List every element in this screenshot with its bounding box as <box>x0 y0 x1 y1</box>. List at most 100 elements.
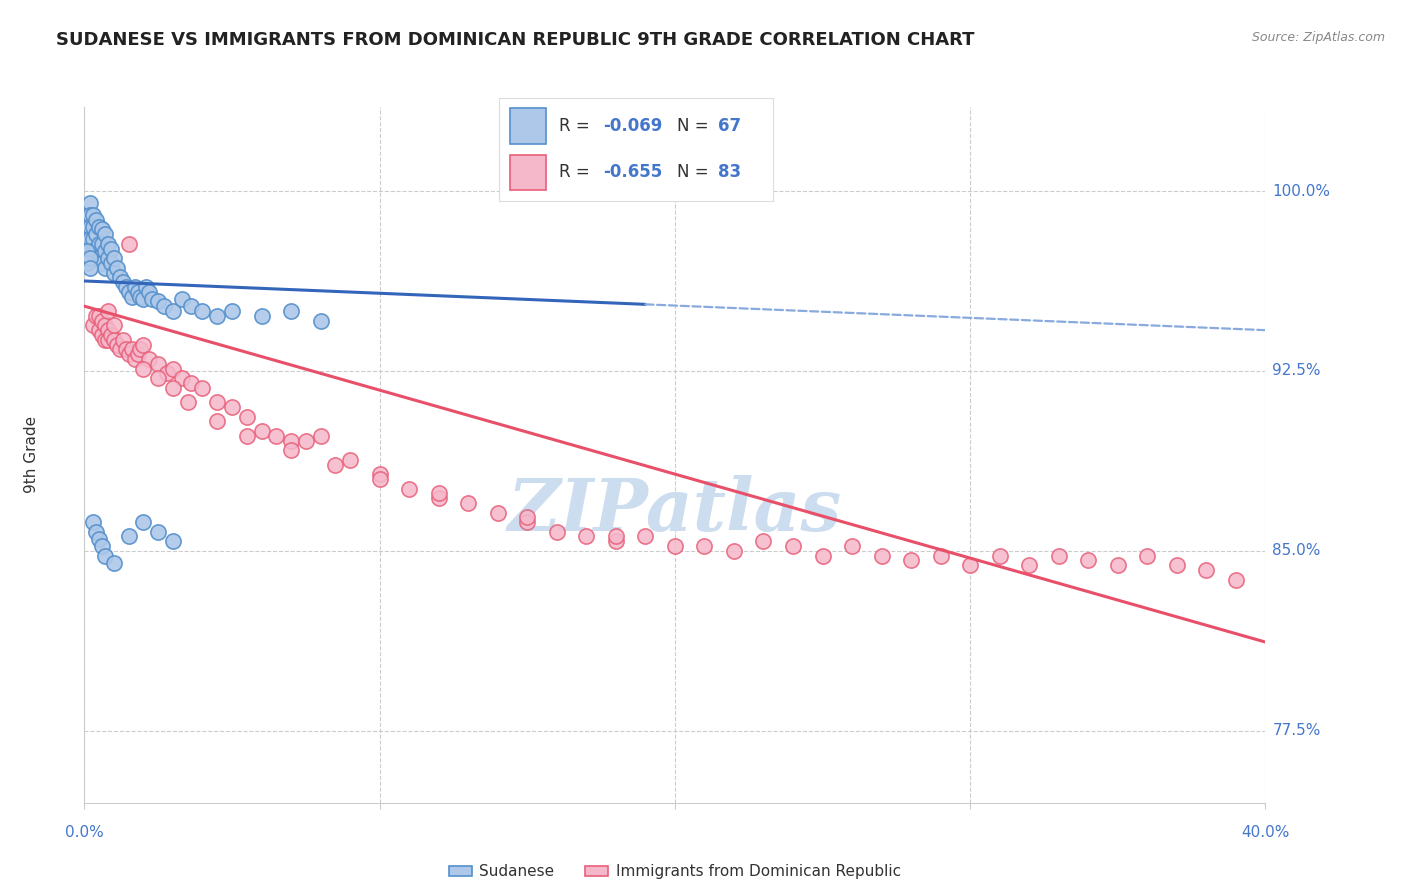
Point <box>605 534 627 549</box>
Point <box>87 219 111 234</box>
Point <box>170 292 193 306</box>
Bar <box>510 108 546 145</box>
Point <box>191 381 214 395</box>
Point <box>97 251 120 265</box>
Point <box>87 532 111 546</box>
Point <box>368 472 391 486</box>
Point <box>118 529 141 543</box>
Point <box>153 299 176 313</box>
Point <box>79 196 101 211</box>
Point <box>162 361 184 376</box>
Point <box>1018 558 1040 573</box>
Point <box>100 242 122 256</box>
Point <box>309 428 332 442</box>
Point <box>988 549 1011 563</box>
Point <box>79 219 101 234</box>
Text: 9th Grade: 9th Grade <box>24 417 39 493</box>
Point <box>339 452 361 467</box>
Point <box>162 534 184 549</box>
Point <box>118 347 141 361</box>
Text: -0.069: -0.069 <box>603 118 662 136</box>
Point <box>82 232 104 246</box>
Point <box>84 227 107 242</box>
Point <box>94 260 117 275</box>
Point <box>91 313 114 327</box>
Point <box>97 304 120 318</box>
Point <box>605 529 627 543</box>
Legend: Sudanese, Immigrants from Dominican Republic: Sudanese, Immigrants from Dominican Repu… <box>443 858 907 886</box>
Point <box>91 539 114 553</box>
Point <box>108 270 131 285</box>
Point <box>693 539 716 553</box>
Text: 100.0%: 100.0% <box>1272 184 1330 199</box>
Point <box>97 323 120 337</box>
Point <box>250 424 273 438</box>
Bar <box>510 154 546 190</box>
Point <box>180 376 202 390</box>
Point <box>221 400 243 414</box>
Text: 85.0%: 85.0% <box>1272 543 1320 558</box>
Text: SUDANESE VS IMMIGRANTS FROM DOMINICAN REPUBLIC 9TH GRADE CORRELATION CHART: SUDANESE VS IMMIGRANTS FROM DOMINICAN RE… <box>56 31 974 49</box>
Point <box>94 244 117 258</box>
Point <box>129 289 152 303</box>
Point <box>191 304 214 318</box>
Point <box>97 236 120 251</box>
Text: R =: R = <box>560 118 596 136</box>
Point <box>752 534 775 549</box>
Point <box>235 409 259 424</box>
Point <box>103 556 125 570</box>
Point <box>205 309 228 323</box>
Text: 67: 67 <box>718 118 741 136</box>
Text: N =: N = <box>678 118 714 136</box>
Point <box>141 292 163 306</box>
Point <box>870 549 893 563</box>
Point <box>1107 558 1129 573</box>
Point <box>264 428 288 442</box>
Point <box>103 318 125 333</box>
Point <box>516 510 538 524</box>
Point <box>132 292 155 306</box>
Text: Source: ZipAtlas.com: Source: ZipAtlas.com <box>1251 31 1385 45</box>
Point <box>148 294 170 309</box>
Point <box>76 219 98 234</box>
Point <box>486 506 509 520</box>
Point <box>118 285 141 299</box>
Point <box>124 280 146 294</box>
Point <box>205 395 228 409</box>
Point <box>1047 549 1070 563</box>
Point <box>108 343 131 357</box>
Point <box>82 515 104 529</box>
Point <box>180 299 202 313</box>
Point <box>76 232 98 246</box>
Point <box>94 227 117 242</box>
Point <box>1166 558 1188 573</box>
Point <box>1136 549 1159 563</box>
Point <box>97 333 120 347</box>
Point <box>100 328 122 343</box>
Point <box>91 256 114 270</box>
Point <box>132 361 155 376</box>
Point <box>94 549 117 563</box>
Point <box>546 524 568 539</box>
Point <box>634 529 657 543</box>
Text: 0.0%: 0.0% <box>65 825 104 840</box>
Point <box>76 244 98 258</box>
Point <box>177 395 200 409</box>
Point <box>427 491 450 505</box>
Point <box>114 343 136 357</box>
Text: 83: 83 <box>718 163 741 181</box>
Point <box>132 515 155 529</box>
Point <box>87 309 111 323</box>
Point <box>111 333 134 347</box>
Point <box>900 553 922 567</box>
Point <box>94 318 117 333</box>
Point <box>156 367 179 381</box>
Text: -0.655: -0.655 <box>603 163 662 181</box>
Point <box>516 515 538 529</box>
Text: ZIPatlas: ZIPatlas <box>508 475 842 546</box>
Point <box>148 371 170 385</box>
Point <box>323 458 347 472</box>
Point <box>103 251 125 265</box>
Point <box>91 222 114 236</box>
Point <box>132 337 155 351</box>
